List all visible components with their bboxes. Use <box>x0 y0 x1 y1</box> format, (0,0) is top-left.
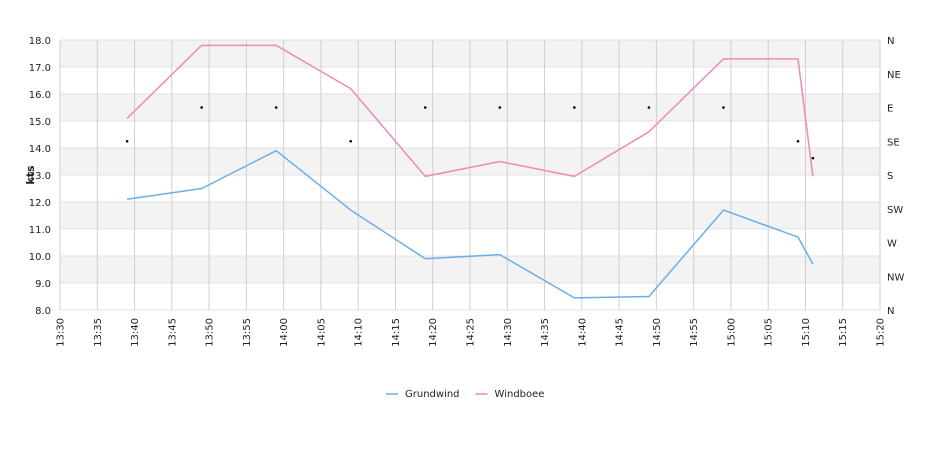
direction-marker <box>573 106 576 109</box>
direction-marker <box>796 139 800 143</box>
x-tick-label: 15:05 <box>764 318 775 347</box>
direction-marker <box>811 156 815 160</box>
direction-tick-label: SW <box>887 205 903 216</box>
direction-marker <box>647 106 651 109</box>
direction-marker <box>498 106 502 109</box>
direction-marker <box>125 139 129 143</box>
x-tick-label: 13:35 <box>93 318 104 347</box>
y-tick-label: 8.0 <box>35 306 51 317</box>
x-tick-label: 14:10 <box>354 318 365 347</box>
vertical-gridlines <box>59 40 881 310</box>
y-axis-label: kts <box>24 165 37 185</box>
x-axis-tick-labels: 13:30 13:35 13:40 13:45 13:50 13:55 14:00 14:05… <box>56 318 887 347</box>
x-tick-label: 14:05 <box>316 318 327 347</box>
x-tick-label: 14:40 <box>577 318 588 347</box>
x-tick-label: 14:55 <box>689 318 700 347</box>
direction-marker <box>274 106 278 109</box>
y-tick-label: 12.0 <box>29 198 51 209</box>
y-tick-label: 11.0 <box>29 225 51 236</box>
direction-tick-label: W <box>887 239 897 250</box>
x-tick-label: 15:10 <box>801 318 812 347</box>
direction-marker <box>349 139 353 143</box>
direction-marker <box>423 106 427 109</box>
x-tick-label: 14:30 <box>503 318 514 347</box>
legend-label-grundwind: Grundwind <box>405 389 460 400</box>
series-lines <box>126 44 814 299</box>
direction-axis-tick-labels: N NE E SE S SW W NW N <box>887 36 904 317</box>
y-tick-label: 14.0 <box>29 144 51 155</box>
y-tick-label: 9.0 <box>35 279 51 290</box>
x-tick-label: 15:20 <box>876 318 887 347</box>
series-line-windboee <box>126 44 814 178</box>
direction-tick-label: SE <box>887 137 900 148</box>
series-line-grundwind <box>126 149 814 299</box>
direction-tick-label: NE <box>887 70 901 81</box>
x-tick-label: 15:00 <box>726 318 737 347</box>
direction-markers <box>125 106 815 160</box>
x-tick-label: 14:35 <box>540 318 551 347</box>
x-tick-label: 13:50 <box>205 318 216 347</box>
x-tick-label: 13:40 <box>130 318 141 347</box>
direction-marker <box>200 106 203 109</box>
x-tick-label: 14:25 <box>466 318 477 347</box>
direction-tick-label: N <box>887 306 894 317</box>
y-tick-label: 16.0 <box>29 90 51 101</box>
x-tick-label: 13:30 <box>56 318 67 347</box>
legend: Grundwind Windboee <box>386 389 544 400</box>
y-tick-label: 15.0 <box>29 117 51 128</box>
direction-tick-label: S <box>887 171 893 182</box>
y-tick-label: 10.0 <box>29 252 51 263</box>
x-tick-label: 14:00 <box>279 318 290 347</box>
y-tick-label: 18.0 <box>29 36 51 47</box>
y-tick-label: 13.0 <box>29 171 51 182</box>
direction-marker <box>722 106 725 109</box>
x-tick-label: 14:20 <box>428 318 439 347</box>
x-tick-label: 15:15 <box>838 318 849 347</box>
x-tick-label: 14:45 <box>615 318 626 347</box>
x-tick-label: 13:55 <box>242 318 253 347</box>
direction-tick-label: N <box>887 36 894 47</box>
x-tick-label: 13:45 <box>167 318 178 347</box>
x-tick-label: 14:15 <box>391 318 402 347</box>
y-axis-tick-labels: 8.0 9.0 10.0 11.0 12.0 13.0 14.0 15.0 16.0 17.0 18… <box>29 36 51 317</box>
direction-tick-label: E <box>887 104 893 115</box>
direction-tick-label: NW <box>887 272 904 283</box>
legend-label-windboee: Windboee <box>495 389 545 400</box>
x-tick-label: 14:50 <box>652 318 663 347</box>
y-tick-label: 17.0 <box>29 63 51 74</box>
